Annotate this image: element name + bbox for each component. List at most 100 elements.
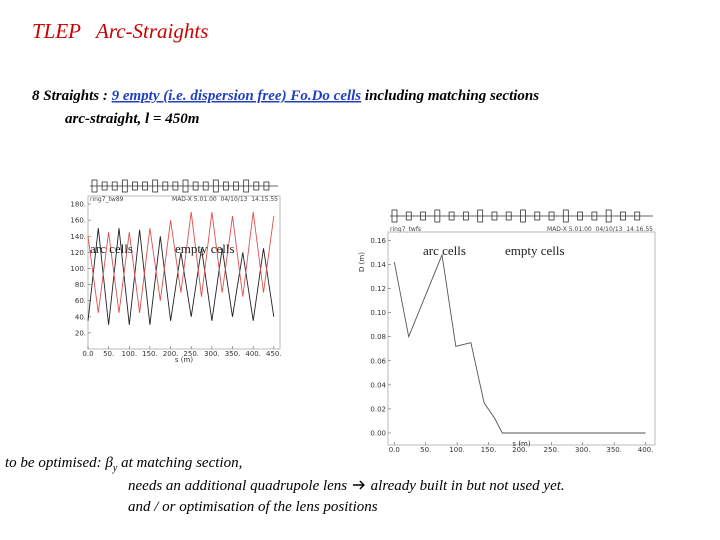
curve bbox=[393, 253, 646, 434]
x-axis-label: s (m) bbox=[175, 356, 193, 364]
y-axis-label: D (m) bbox=[358, 252, 366, 272]
lattice-element bbox=[491, 211, 498, 221]
region-label: arc cells bbox=[90, 241, 133, 256]
lattice-element bbox=[142, 181, 148, 191]
y-tick-label: 20. bbox=[75, 329, 86, 337]
intro-line: 8 Straights : 9 empty (i.e. dispersion f… bbox=[32, 88, 539, 104]
lattice-element bbox=[420, 211, 426, 221]
note-line: to be optimised: βy at matching section, bbox=[5, 455, 242, 474]
lattice-element bbox=[577, 211, 584, 221]
region-label: empty cells bbox=[505, 243, 565, 258]
x-tick-label: 50. bbox=[420, 446, 431, 454]
x-tick-label: 150. bbox=[481, 446, 497, 454]
note-label: to be optimised: bbox=[5, 455, 105, 471]
y-tick-label: 0.14 bbox=[370, 261, 386, 269]
y-tick-label: 0.00 bbox=[370, 429, 386, 437]
y-tick-label: 140. bbox=[70, 233, 86, 241]
lattice-element bbox=[462, 211, 469, 221]
lattice-element bbox=[391, 209, 398, 223]
lattice-element bbox=[448, 211, 455, 221]
arrow-icon bbox=[352, 480, 365, 490]
lattice-element bbox=[634, 211, 641, 221]
y-tick-label: 180. bbox=[70, 201, 86, 209]
y-tick-label: 0.02 bbox=[370, 405, 386, 413]
region-label: empty cells bbox=[175, 241, 235, 256]
lattice-element bbox=[162, 181, 169, 191]
lattice-element bbox=[591, 211, 598, 221]
x-tick-label: 400. bbox=[245, 350, 261, 358]
lattice-element bbox=[263, 181, 270, 191]
lattice-element bbox=[548, 211, 555, 221]
x-tick-label: 450. bbox=[266, 350, 282, 358]
intro-line2: arc-straight, l = 450m bbox=[65, 111, 199, 127]
x-tick-label: 50. bbox=[103, 350, 114, 358]
y-tick-label: 0.06 bbox=[370, 357, 386, 365]
note-line2: needs an additional quadrupole lens alre… bbox=[128, 478, 565, 494]
x-tick-label: 250. bbox=[544, 446, 560, 454]
lattice-element bbox=[434, 209, 441, 223]
note-text: already built in but not used yet. bbox=[367, 478, 565, 494]
x-tick-label: 400. bbox=[638, 446, 654, 454]
lattice-element bbox=[132, 181, 138, 191]
lattice-element bbox=[111, 181, 118, 191]
intro-lead: 8 Straights : bbox=[32, 88, 112, 104]
y-tick-label: 0.10 bbox=[370, 309, 386, 317]
curve bbox=[87, 212, 275, 313]
plot-frame bbox=[87, 195, 281, 350]
plot-header: ring7_twfs bbox=[390, 226, 421, 233]
y-tick-label: 0.16 bbox=[370, 237, 386, 245]
lattice-element bbox=[562, 209, 569, 223]
lattice-element bbox=[91, 179, 98, 193]
y-tick-label: 60. bbox=[75, 297, 86, 305]
y-tick-label: 0.08 bbox=[370, 333, 386, 341]
y-tick-label: 120. bbox=[70, 249, 86, 257]
note-line3: and / or optimisation of the lens positi… bbox=[128, 499, 378, 515]
lattice-element bbox=[620, 211, 626, 221]
intro-highlight: 9 empty (i.e. dispersion free) Fo.Do cel… bbox=[112, 88, 362, 104]
lattice-element bbox=[172, 181, 179, 191]
x-tick-label: 0.0 bbox=[82, 350, 93, 358]
x-tick-label: 350. bbox=[225, 350, 241, 358]
x-tick-label: 250. bbox=[183, 350, 199, 358]
x-tick-label: 200. bbox=[163, 350, 179, 358]
lattice-element bbox=[223, 181, 229, 191]
lattice-element bbox=[192, 181, 199, 191]
lattice-element bbox=[233, 181, 239, 191]
plot-header: ring7_tw89 bbox=[90, 196, 124, 203]
curve bbox=[87, 228, 275, 325]
x-tick-label: 300. bbox=[575, 446, 591, 454]
y-tick-label: 0.04 bbox=[370, 381, 386, 389]
x-tick-label: 150. bbox=[142, 350, 158, 358]
x-tick-label: 0.0 bbox=[389, 446, 400, 454]
y-tick-label: 100. bbox=[70, 265, 86, 273]
lattice-element bbox=[505, 211, 512, 221]
x-tick-label: 100. bbox=[121, 350, 137, 358]
plots: ring7_tw89 MAD-X 5.01.00 04/10/13 14.15.5… bbox=[70, 179, 656, 454]
lattice-element bbox=[212, 179, 219, 193]
lattice-element bbox=[101, 181, 108, 191]
x-tick-label: 100. bbox=[449, 446, 465, 454]
lattice-element bbox=[405, 211, 412, 221]
y-tick-label: 40. bbox=[75, 313, 86, 321]
lattice-element bbox=[605, 209, 612, 223]
note-text: needs an additional quadrupole lens bbox=[128, 478, 351, 494]
plot-frame bbox=[387, 231, 656, 446]
region-label: arc cells bbox=[423, 243, 466, 258]
note-sub: y bbox=[112, 463, 118, 474]
lattice-element bbox=[520, 209, 526, 223]
intro-rest: including matching sections bbox=[361, 88, 539, 104]
y-tick-label: 0.12 bbox=[370, 285, 386, 293]
lattice-element bbox=[253, 181, 260, 191]
lattice-element bbox=[243, 179, 250, 193]
plot-header: MAD-X 5.01.00 04/10/13 14.15.55 bbox=[172, 196, 278, 203]
lattice-element bbox=[182, 179, 189, 193]
x-tick-label: 300. bbox=[204, 350, 220, 358]
y-tick-label: 80. bbox=[75, 281, 86, 289]
lattice-element bbox=[202, 181, 209, 191]
y-tick-label: 160. bbox=[70, 217, 86, 225]
x-tick-label: 200. bbox=[512, 446, 528, 454]
slide-title: TLEP Arc-Straights bbox=[32, 19, 208, 43]
lattice-element bbox=[121, 179, 128, 193]
